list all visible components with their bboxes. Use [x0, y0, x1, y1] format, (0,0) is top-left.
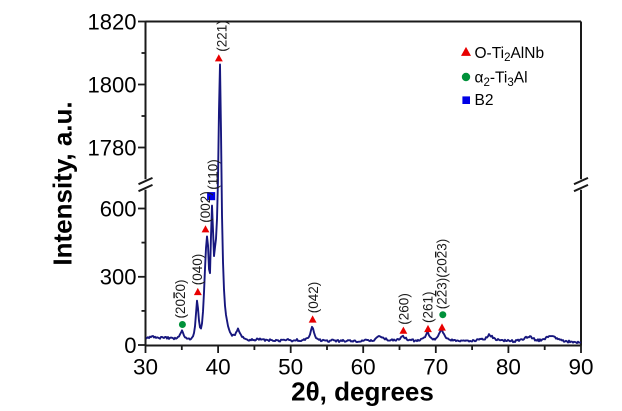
svg-text:30: 30 [133, 355, 158, 380]
svg-text:B2: B2 [475, 92, 494, 109]
svg-text:70: 70 [423, 355, 448, 380]
svg-text:(221): (221) [215, 20, 230, 52]
svg-text:(002): (002) [198, 191, 213, 223]
svg-text:80: 80 [496, 355, 521, 380]
svg-text:50: 50 [278, 355, 303, 380]
svg-text:1800: 1800 [88, 72, 137, 97]
svg-text:(110): (110) [206, 159, 221, 190]
svg-text:40: 40 [206, 355, 231, 380]
svg-text:O-Ti2AlNb: O-Ti2AlNb [475, 45, 545, 64]
svg-text:2θ, degrees: 2θ, degrees [291, 377, 434, 407]
svg-text:(223)(2023): (223)(2023) [434, 239, 449, 310]
svg-text:(040): (040) [190, 254, 205, 286]
svg-text:Intensity, a.u.: Intensity, a.u. [48, 101, 78, 265]
svg-text:1780: 1780 [88, 135, 137, 160]
svg-text:1820: 1820 [88, 9, 137, 34]
svg-text:(260): (260) [396, 293, 411, 325]
svg-text:0: 0 [124, 333, 136, 358]
svg-text:300: 300 [100, 265, 137, 290]
svg-text:600: 600 [100, 196, 137, 221]
svg-text:(2020): (2020) [173, 279, 188, 318]
svg-text:(042): (042) [306, 282, 321, 314]
svg-text:α2-Ti3Al: α2-Ti3Al [475, 70, 528, 89]
svg-text:60: 60 [351, 355, 376, 380]
svg-text:90: 90 [568, 355, 593, 380]
svg-text:(261): (261) [421, 291, 436, 323]
